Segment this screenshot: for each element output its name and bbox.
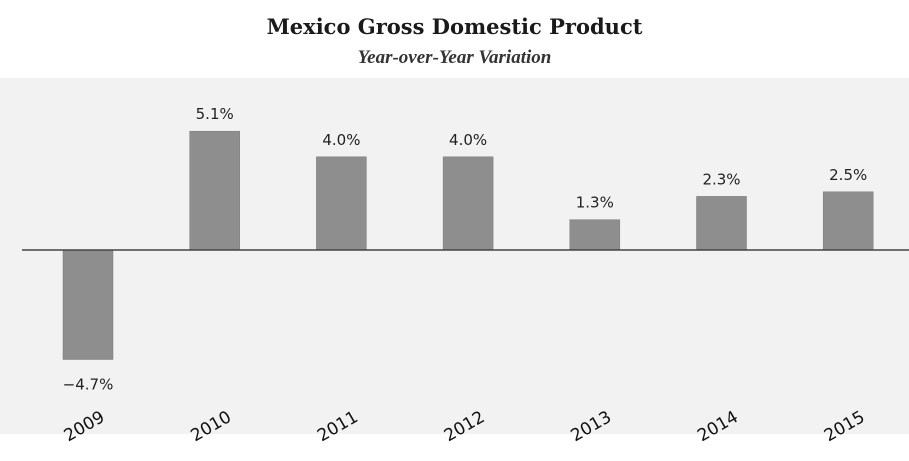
bars-layer	[62, 130, 874, 360]
data-label-2015: 2.5%	[829, 166, 867, 184]
data-label-2011: 4.0%	[322, 131, 360, 149]
data-label-2009: −4.7%	[63, 376, 114, 394]
data-label-2014: 2.3%	[702, 170, 740, 188]
data-label-2012: 4.0%	[449, 131, 487, 149]
data-label-2010: 5.1%	[196, 105, 234, 123]
data-labels-layer: −4.7% 5.1% 4.0% 4.0% 1.3% 2.3% 2.5%	[63, 105, 868, 393]
bar-2009	[62, 249, 114, 360]
bar-2014	[696, 196, 747, 251]
bar-2015	[822, 191, 874, 251]
bar-2013	[569, 219, 621, 251]
data-label-2013: 1.3%	[576, 194, 614, 212]
bar-2012	[442, 156, 494, 251]
chart-title: Mexico Gross Domestic Product	[266, 14, 643, 39]
chart-subtitle: Year-over-Year Variation	[357, 47, 552, 68]
bar-2011	[316, 156, 367, 251]
plot-background	[0, 78, 909, 434]
bar-2010	[189, 130, 240, 251]
